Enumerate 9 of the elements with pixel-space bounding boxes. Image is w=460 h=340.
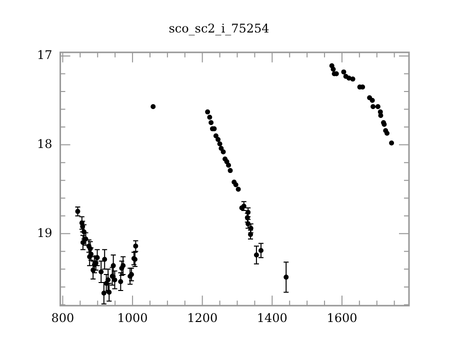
- x-tick-label: 1200: [187, 310, 218, 325]
- x-tick-label: 1000: [117, 310, 148, 325]
- chart-title: sco_sc2_i_75254: [168, 21, 270, 36]
- y-tick-label: 19: [36, 226, 52, 240]
- y-tick-label: 17: [36, 48, 52, 62]
- x-tick-label: 800: [51, 310, 74, 325]
- y-tick-label: 18: [36, 136, 52, 151]
- x-tick-label: 1600: [326, 310, 358, 325]
- x-tick-label: 1400: [256, 310, 288, 325]
